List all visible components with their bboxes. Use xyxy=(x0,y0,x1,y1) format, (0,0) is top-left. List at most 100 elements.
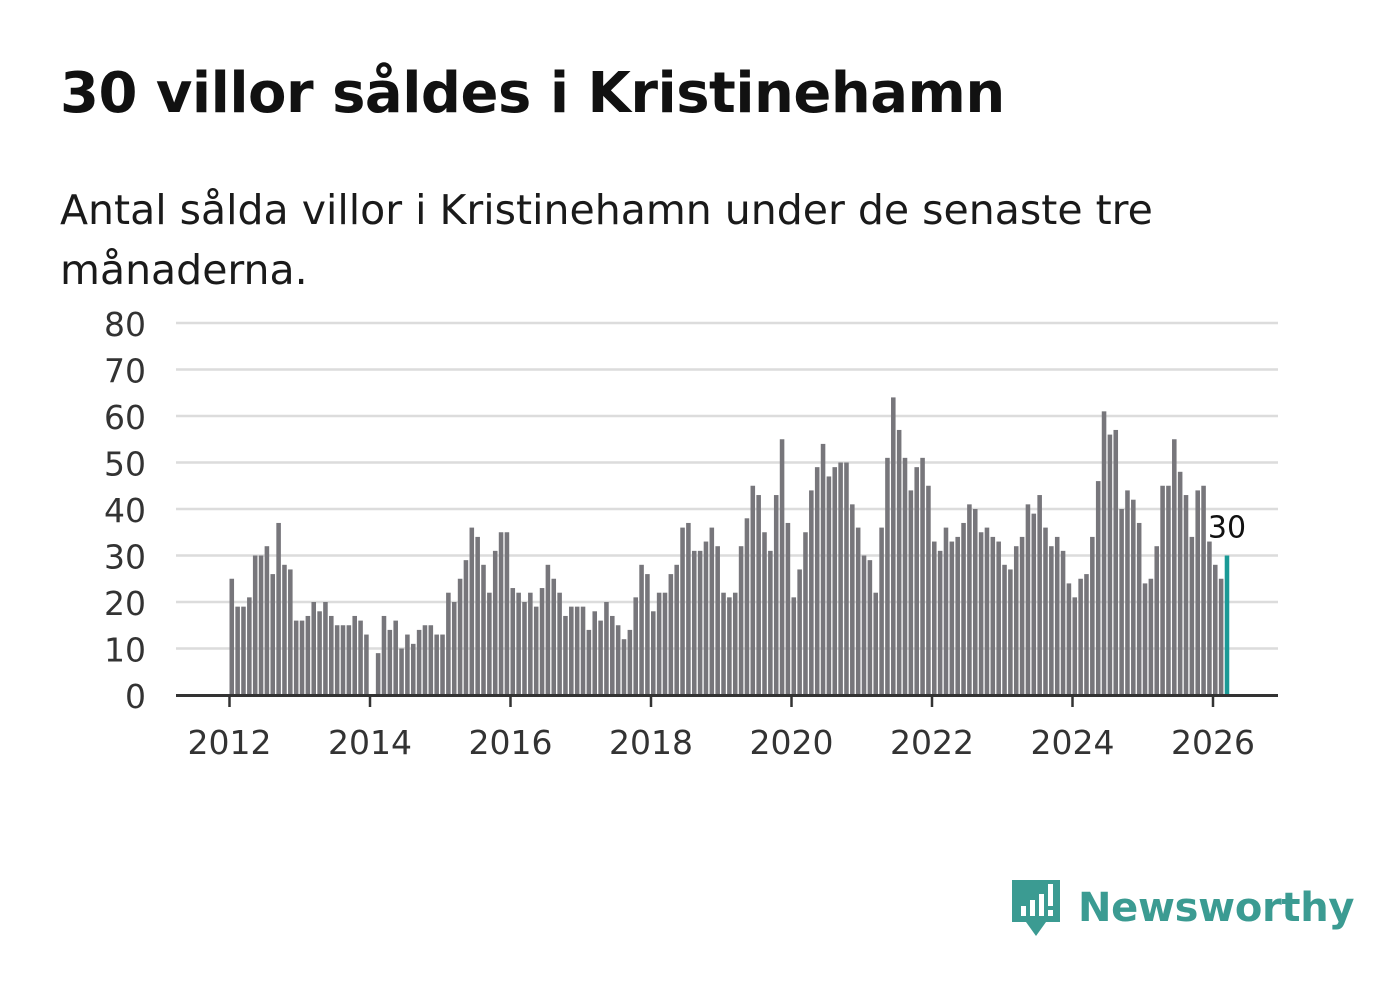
bar xyxy=(844,462,849,695)
bar xyxy=(270,574,276,695)
bar xyxy=(1218,578,1224,695)
bar xyxy=(282,564,287,695)
bar xyxy=(978,532,984,695)
chart-title: 30 villor såldes i Kristinehamn xyxy=(60,61,1005,126)
brand-name: Newsworthy xyxy=(1078,885,1355,931)
bar xyxy=(691,550,697,695)
bar xyxy=(592,611,598,695)
bar xyxy=(738,546,744,695)
y-tick-label: 10 xyxy=(104,631,146,670)
bar xyxy=(1201,485,1206,695)
bar xyxy=(252,555,258,695)
bar xyxy=(744,518,750,695)
bar xyxy=(668,574,674,695)
highlight-value-halo: 30 xyxy=(1208,511,1246,546)
bar xyxy=(855,527,861,695)
bar xyxy=(416,629,422,695)
bar xyxy=(773,495,779,695)
bar xyxy=(364,634,369,695)
bar xyxy=(1101,411,1107,695)
bar xyxy=(996,541,1001,695)
bar xyxy=(334,625,340,695)
bar xyxy=(627,629,633,695)
bar xyxy=(1107,434,1113,695)
bar xyxy=(235,606,240,695)
bar xyxy=(299,620,305,695)
bar xyxy=(492,550,498,695)
bar xyxy=(961,522,966,695)
bar xyxy=(563,615,568,695)
bar xyxy=(1154,546,1160,695)
bar xyxy=(615,625,621,695)
bar xyxy=(1207,541,1212,695)
y-tick-label: 60 xyxy=(104,398,146,437)
bar xyxy=(656,592,662,695)
bar xyxy=(381,615,387,695)
bar xyxy=(850,504,855,695)
bar xyxy=(867,560,873,695)
bar xyxy=(229,578,235,695)
x-tick-label: 2024 xyxy=(1031,723,1115,762)
bar xyxy=(574,606,580,695)
bar xyxy=(838,462,843,695)
bar xyxy=(533,606,539,695)
bar xyxy=(1172,439,1177,695)
bar xyxy=(779,439,785,695)
bar xyxy=(1125,490,1130,695)
bar xyxy=(1213,564,1218,695)
bar xyxy=(879,527,884,695)
bar xyxy=(305,615,311,695)
bar xyxy=(487,592,492,695)
bar xyxy=(1131,499,1136,695)
bar xyxy=(797,569,802,695)
bar xyxy=(586,629,592,695)
bar xyxy=(393,620,398,695)
bar xyxy=(1049,546,1054,695)
bar xyxy=(1002,564,1007,695)
bar xyxy=(885,457,890,695)
bar xyxy=(1177,471,1183,695)
bar xyxy=(791,597,797,695)
y-tick-label: 50 xyxy=(104,445,146,484)
x-tick-label: 2016 xyxy=(469,723,553,762)
bar xyxy=(920,457,925,695)
bar xyxy=(1183,495,1189,695)
bar xyxy=(604,602,609,695)
bar xyxy=(387,629,393,695)
bar xyxy=(1072,597,1078,695)
bar xyxy=(1119,509,1124,695)
bar xyxy=(709,527,715,695)
bar xyxy=(967,504,972,695)
bar xyxy=(241,606,246,695)
bar xyxy=(809,490,814,695)
bar xyxy=(785,522,791,695)
bar xyxy=(651,611,656,695)
bar xyxy=(1025,504,1031,695)
bar xyxy=(662,592,668,695)
bar xyxy=(896,429,902,695)
bar xyxy=(949,541,955,695)
newsworthy-logo[interactable]: Newsworthy xyxy=(1010,878,1355,938)
bar xyxy=(803,532,808,695)
bar xyxy=(1054,536,1060,695)
y-tick-label: 30 xyxy=(104,538,146,577)
bar xyxy=(311,602,317,695)
bar xyxy=(750,485,756,695)
bar xyxy=(1189,536,1195,695)
bar xyxy=(329,615,334,695)
bar xyxy=(475,536,480,695)
bar xyxy=(891,397,896,695)
bar xyxy=(990,536,996,695)
bar xyxy=(1078,578,1083,695)
bar xyxy=(732,592,738,695)
bar xyxy=(621,639,627,695)
bar xyxy=(346,625,352,695)
bar xyxy=(1095,481,1101,695)
bar xyxy=(756,495,761,695)
bar xyxy=(926,485,931,695)
y-tick-label: 0 xyxy=(125,677,146,716)
bar xyxy=(510,588,516,695)
bar xyxy=(768,550,773,695)
bar xyxy=(434,634,439,695)
bar xyxy=(598,620,603,695)
